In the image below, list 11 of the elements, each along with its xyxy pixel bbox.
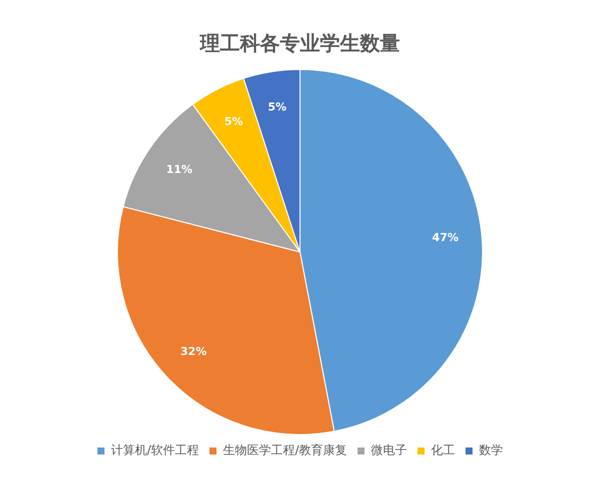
data-label: 32% [180,344,207,358]
legend-label: 化工 [431,443,456,458]
chart-title: 理工科各专业学生数量 [199,31,400,56]
data-label: 5% [268,100,287,114]
legend-label: 数学 [479,443,504,458]
data-label: 11% [166,162,192,176]
data-label: 47% [432,231,459,244]
legend-label: 生物医学工程/教育康复 [223,443,348,458]
data-label: 5% [224,114,244,128]
legend-label: 微电子 [371,443,408,458]
legend-label: 计算机/软件工程 [110,443,200,458]
